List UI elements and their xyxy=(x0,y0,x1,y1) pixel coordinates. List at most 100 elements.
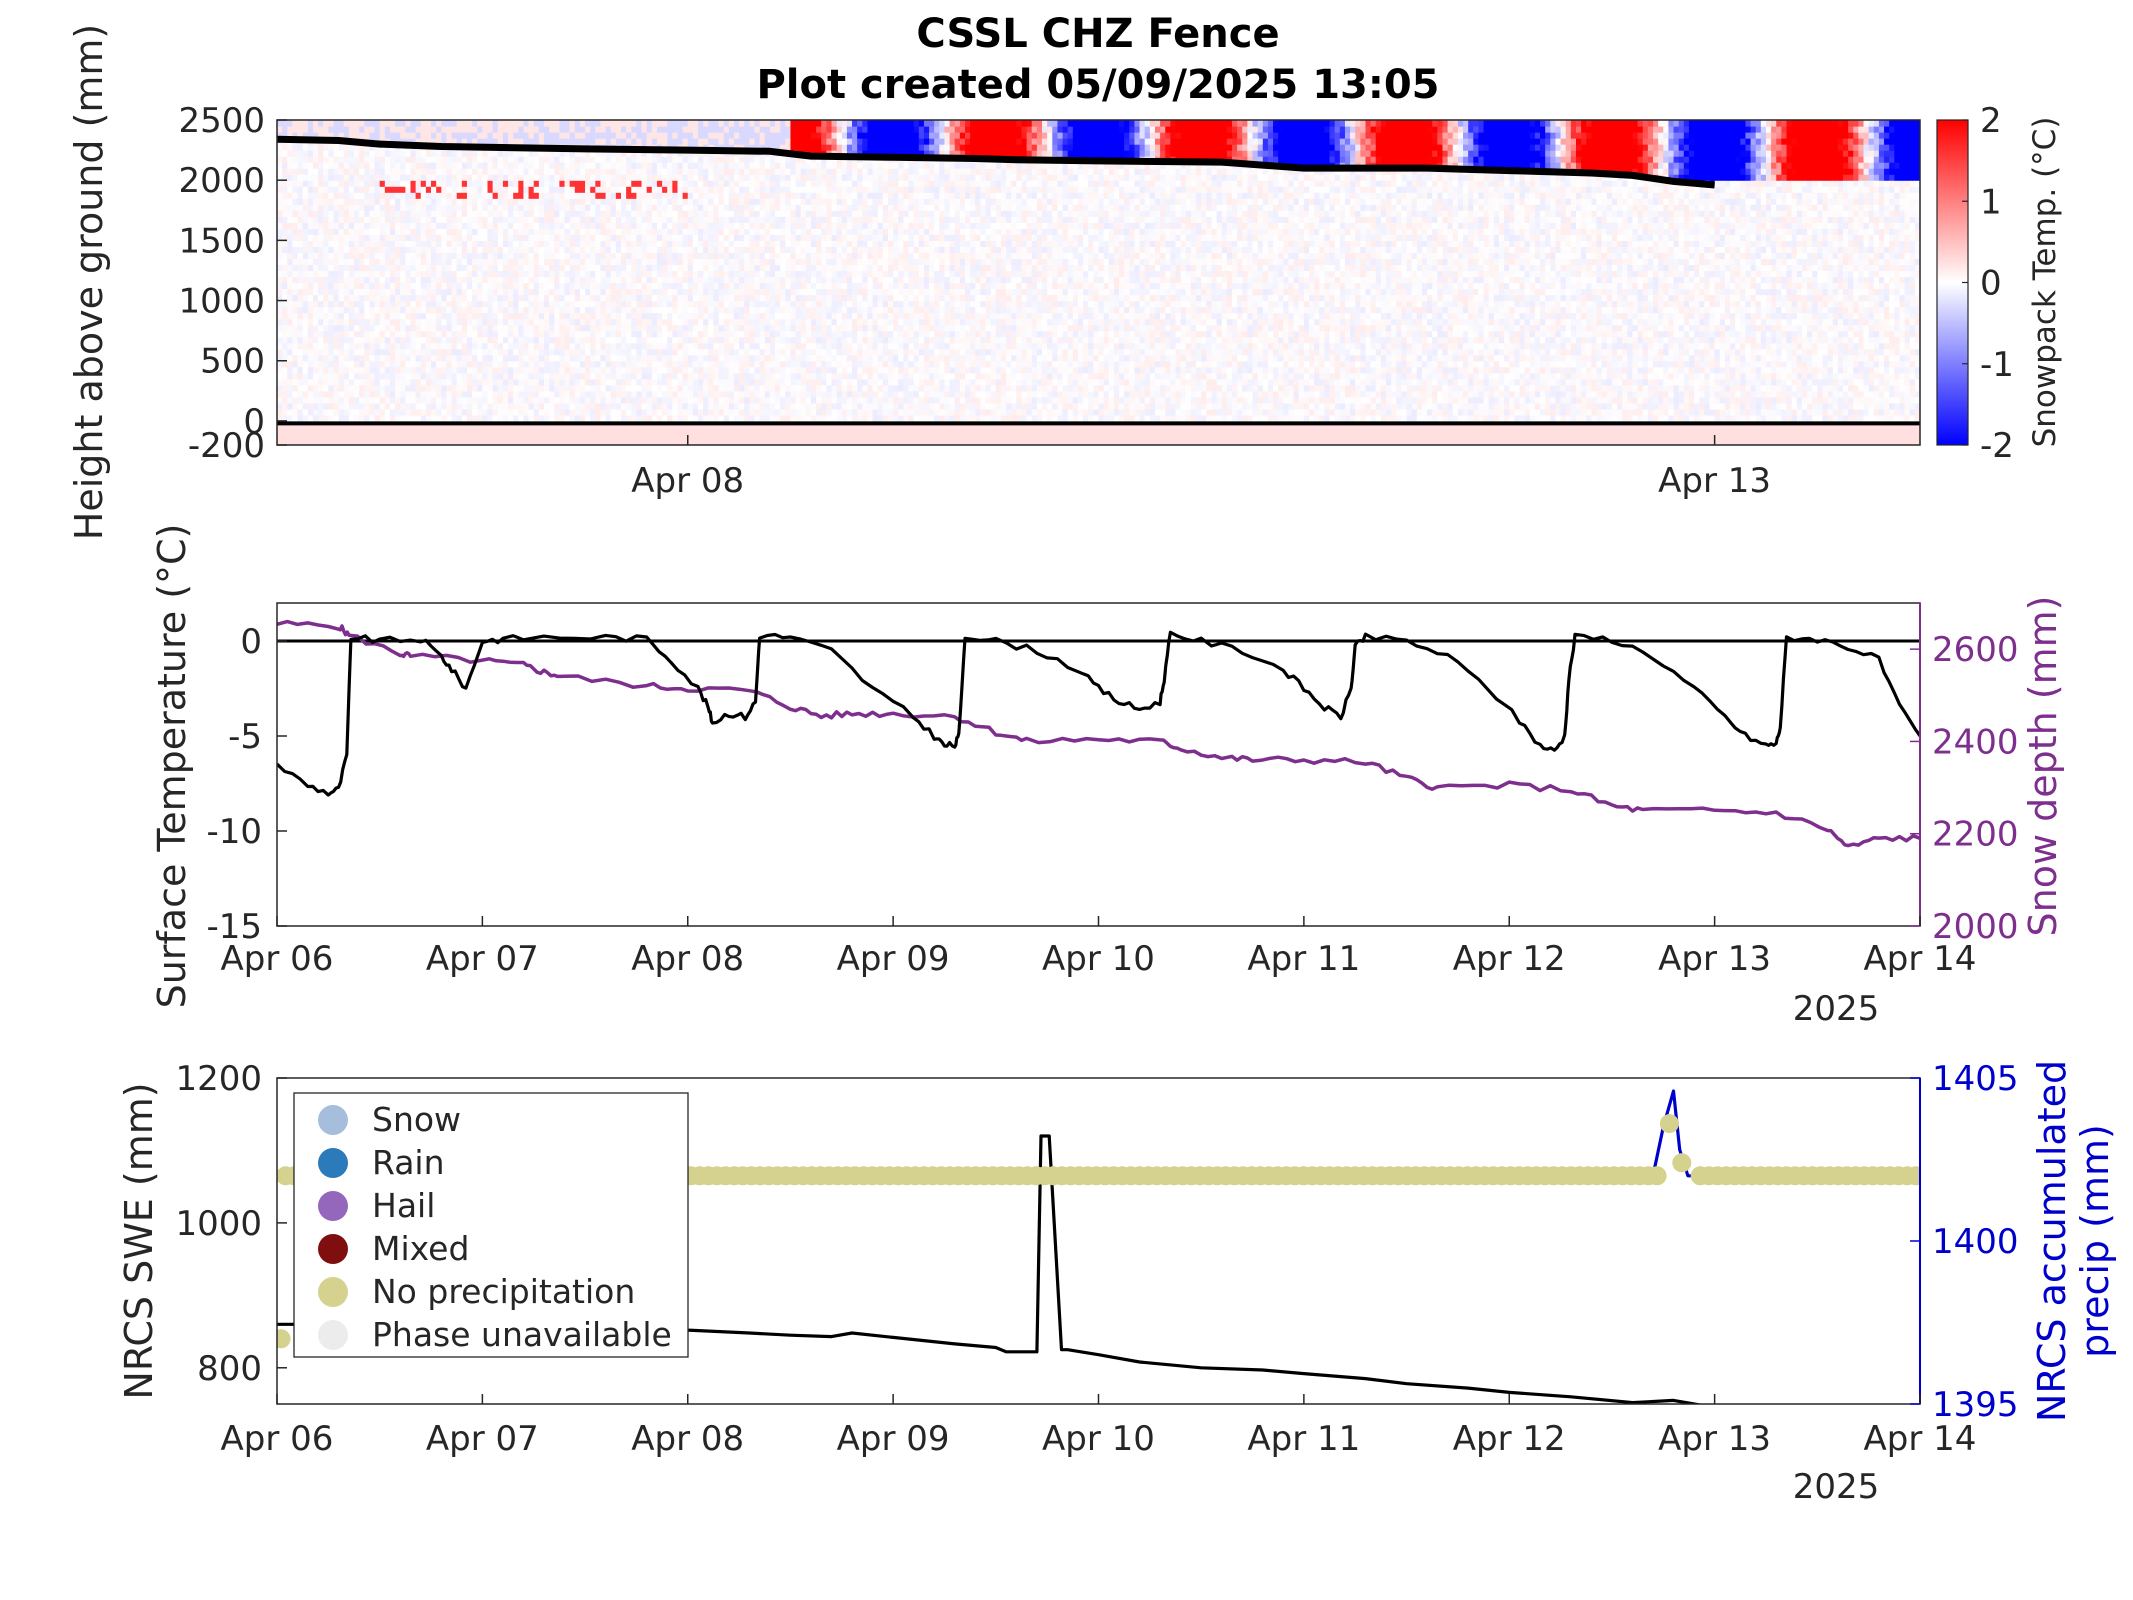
heatmap-cell xyxy=(380,409,386,416)
heatmap-cell xyxy=(380,270,386,277)
heatmap-cell xyxy=(708,307,714,314)
heatmap-cell xyxy=(647,397,653,404)
heatmap-cell xyxy=(333,403,339,410)
heatmap-cell xyxy=(683,283,689,290)
heatmap-cell xyxy=(708,415,714,422)
heatmap-cell xyxy=(395,192,401,199)
heatmap-cell xyxy=(339,180,345,187)
heatmap-cell xyxy=(667,270,673,277)
heatmap-cell xyxy=(590,252,596,259)
heatmap-cell xyxy=(693,252,699,259)
heatmap-cell xyxy=(431,433,437,440)
heatmap-cell xyxy=(380,391,386,398)
heatmap-cell xyxy=(739,343,745,350)
heatmap-cell xyxy=(313,343,319,350)
heatmap-cell xyxy=(318,120,324,127)
heatmap-cell xyxy=(303,144,309,151)
heatmap-cell xyxy=(683,391,689,398)
heatmap-cell xyxy=(385,168,391,175)
heatmap-cell xyxy=(292,180,298,187)
heatmap-cell xyxy=(292,415,298,422)
heatmap-cell xyxy=(277,186,283,193)
heatmap-cell xyxy=(606,198,612,205)
heatmap-cell xyxy=(621,385,627,392)
heatmap-cell xyxy=(303,264,309,271)
heatmap-cell xyxy=(534,198,540,205)
heatmap-cell xyxy=(539,289,545,296)
heatmap-cell xyxy=(385,174,391,181)
heatmap-cell xyxy=(600,240,606,247)
heatmap-cell xyxy=(508,373,514,380)
heatmap-cell xyxy=(626,433,632,440)
heatmap-cell xyxy=(616,252,622,259)
heatmap-cell xyxy=(303,283,309,290)
heatmap-cell xyxy=(344,433,350,440)
heatmap-cell xyxy=(493,222,499,229)
heatmap-cell xyxy=(416,222,422,229)
heatmap-cell xyxy=(410,289,416,296)
heatmap-cell xyxy=(683,403,689,410)
heatmap-cell xyxy=(559,385,565,392)
heatmap-cell xyxy=(410,264,416,271)
heatmap-cell xyxy=(713,138,719,145)
heatmap-cell xyxy=(339,222,345,229)
heatmap-cell xyxy=(292,240,298,247)
heatmap-cell xyxy=(529,367,535,374)
heatmap-cell xyxy=(503,204,509,211)
heatmap-cell xyxy=(729,283,735,290)
heatmap-cell xyxy=(652,361,658,368)
heatmap-cell xyxy=(359,397,365,404)
heatmap-cell xyxy=(549,403,555,410)
heatmap-cell xyxy=(672,132,678,139)
heatmap-cell xyxy=(287,228,293,235)
heatmap-cell xyxy=(277,385,283,392)
heatmap-cell xyxy=(529,409,535,416)
heatmap-cell xyxy=(529,246,535,253)
heatmap-cell xyxy=(339,264,345,271)
heatmap-cell xyxy=(688,433,694,440)
heatmap-cell xyxy=(672,168,678,175)
heatmap-cell xyxy=(364,295,370,302)
heatmap-cell xyxy=(298,391,304,398)
heatmap-cell xyxy=(590,198,596,205)
heatmap-cell xyxy=(287,283,293,290)
heatmap-cell xyxy=(606,403,612,410)
heatmap-cell xyxy=(600,367,606,374)
heatmap-cell xyxy=(575,186,581,193)
heatmap-cell xyxy=(616,228,622,235)
heatmap-cell xyxy=(421,150,427,157)
heatmap-cell xyxy=(647,415,653,422)
heatmap-cell xyxy=(662,301,668,308)
heatmap-cell xyxy=(395,373,401,380)
heatmap-cell xyxy=(380,120,386,127)
heatmap-cell xyxy=(647,283,653,290)
heatmap-cell xyxy=(703,355,709,362)
heatmap-cell xyxy=(405,270,411,277)
heatmap-cell xyxy=(405,367,411,374)
heatmap-cell xyxy=(688,276,694,283)
heatmap-cell xyxy=(719,120,725,127)
heatmap-cell xyxy=(636,252,642,259)
heatmap-cell xyxy=(441,120,447,127)
heatmap-cell xyxy=(318,192,324,199)
heatmap-cell xyxy=(282,319,288,326)
heatmap-cell xyxy=(380,264,386,271)
heatmap-cell xyxy=(503,403,509,410)
heatmap-cell xyxy=(600,361,606,368)
heatmap-cell xyxy=(472,361,478,368)
heatmap-cell xyxy=(667,246,673,253)
heatmap-cell xyxy=(436,168,442,175)
heatmap-cell xyxy=(636,276,642,283)
heatmap-cell xyxy=(339,210,345,217)
heatmap-cell xyxy=(554,186,560,193)
heatmap-cell xyxy=(457,216,463,223)
heatmap-cell xyxy=(642,270,648,277)
heatmap-cell xyxy=(375,174,381,181)
heatmap-cell xyxy=(344,258,350,265)
heatmap-cell xyxy=(364,258,370,265)
heatmap-cell xyxy=(713,180,719,187)
heatmap-cell xyxy=(580,289,586,296)
heatmap-cell xyxy=(380,379,386,386)
heatmap-cell xyxy=(739,174,745,181)
heatmap-cell xyxy=(513,168,519,175)
